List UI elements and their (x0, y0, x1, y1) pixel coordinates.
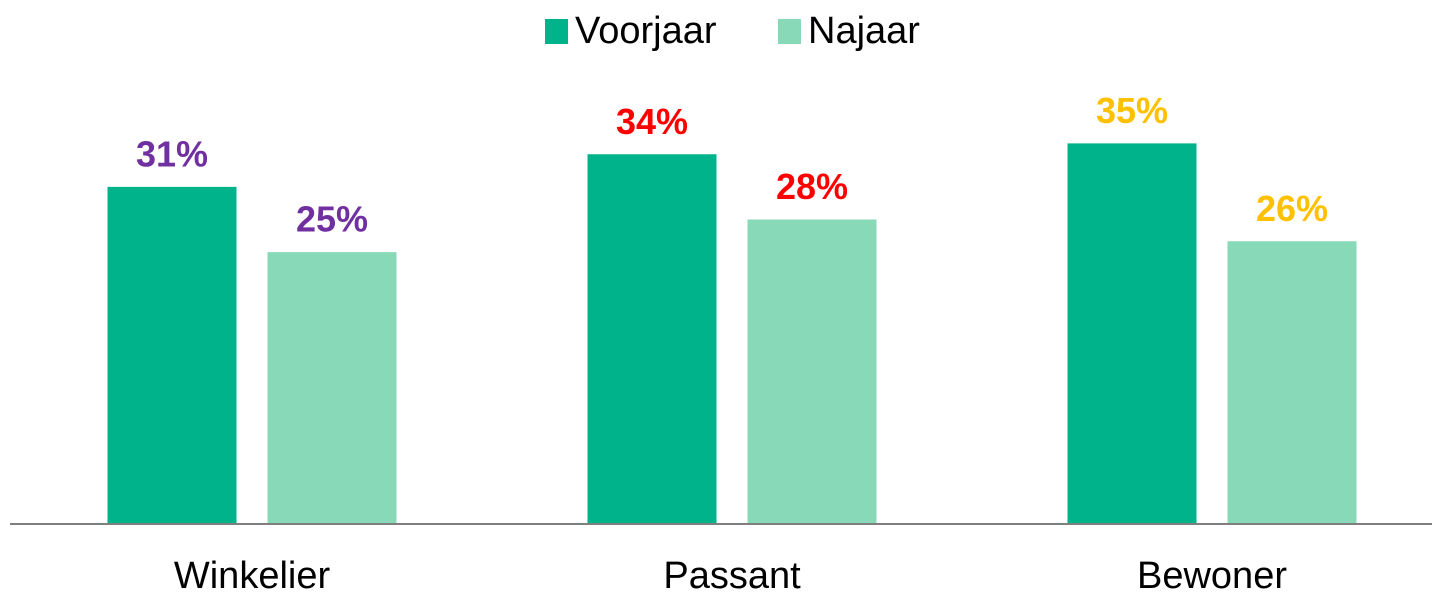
legend-swatch (545, 19, 568, 44)
bar (267, 252, 397, 524)
bar (1227, 241, 1357, 524)
value-label: 35% (1096, 90, 1168, 131)
value-label: 34% (616, 101, 688, 142)
value-label: 31% (136, 133, 208, 174)
bar (1067, 143, 1197, 524)
value-label: 28% (776, 166, 848, 207)
legend-label: Najaar (808, 10, 920, 52)
x-tick-label: Passant (663, 555, 801, 593)
value-label: 26% (1256, 188, 1328, 229)
value-label: 25% (296, 199, 368, 240)
bar (587, 154, 717, 524)
x-tick-label: Bewoner (1137, 555, 1287, 593)
x-tick-label: Winkelier (174, 555, 331, 593)
bar (747, 219, 877, 524)
legend-label: Voorjaar (575, 10, 717, 52)
bar (107, 186, 237, 524)
legend-swatch (778, 19, 801, 44)
